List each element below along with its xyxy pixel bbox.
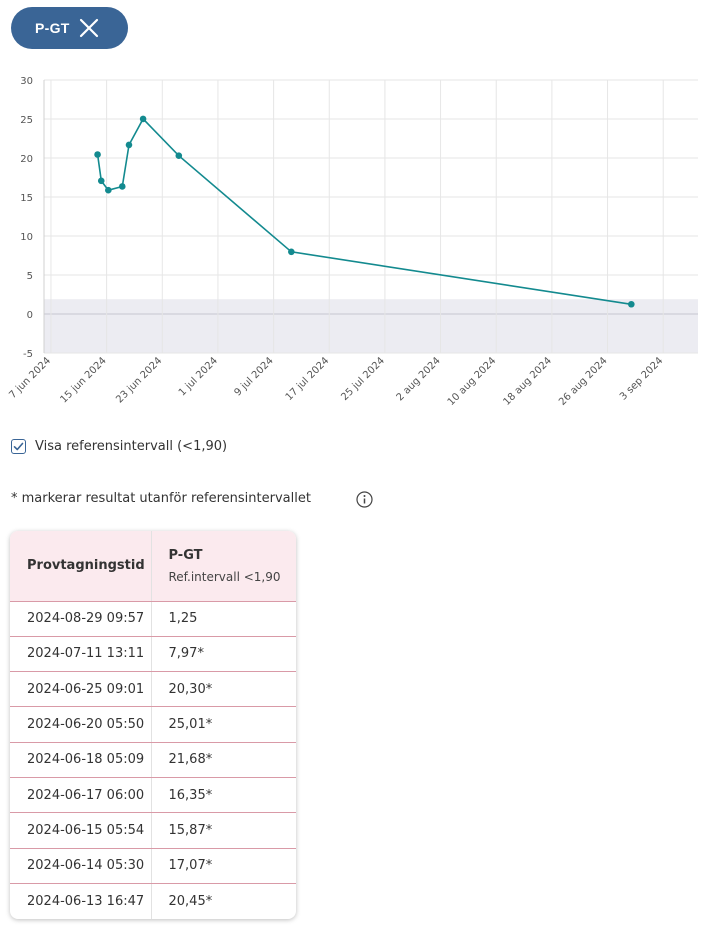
y-tick-label: 30 xyxy=(20,76,33,87)
data-point xyxy=(118,183,126,190)
table-row: 2024-07-11 13:11 7,97* xyxy=(10,636,296,673)
table-row: 2024-06-25 09:01 20,30* xyxy=(10,671,296,708)
x-tick-label: 2 aug 2024 xyxy=(395,355,443,403)
result-value-cell: 17,07* xyxy=(151,848,296,884)
results-table: Provtagningstid P-GT Ref.intervall <1,90… xyxy=(10,531,296,919)
sample-time-cell: 2024-06-25 09:01 xyxy=(10,671,152,708)
info-icon[interactable] xyxy=(356,491,373,508)
sample-time-cell: 2024-06-13 16:47 xyxy=(10,883,152,919)
y-tick-label: -5 xyxy=(23,349,33,360)
result-value-cell: 21,68* xyxy=(151,742,296,778)
result-value-cell: 15,87* xyxy=(151,812,296,849)
results-table-card: Provtagningstid P-GT Ref.intervall <1,90… xyxy=(10,531,296,919)
x-tick-label: 3 sep 2024 xyxy=(618,355,665,402)
out-of-range-note: * markerar resultat utanför referensinte… xyxy=(11,491,311,506)
checkmark-icon xyxy=(13,442,24,450)
x-tick-label: 9 jul 2024 xyxy=(233,355,276,398)
column-header-ref-interval: Ref.intervall <1,90 xyxy=(168,569,281,584)
data-point xyxy=(97,177,105,185)
reference-interval-label: Visa referensintervall (<1,90) xyxy=(35,438,228,454)
result-value-cell: 16,35* xyxy=(151,777,296,814)
x-tick-label: 1 jul 2024 xyxy=(177,355,220,398)
x-tick-label: 23 jun 2024 xyxy=(114,355,164,405)
p-gt-line-chart: 30 25 20 15 10 5 0 -57 jun 2024 15 jun 2024 23 ju… xyxy=(7,76,698,408)
sample-time-cell: 2024-06-17 06:00 xyxy=(10,777,152,814)
sample-time-cell: 2024-06-20 05:50 xyxy=(10,706,152,743)
x-tick-label: 15 jun 2024 xyxy=(59,355,109,405)
series-line xyxy=(96,117,632,306)
reference-interval-toggle[interactable]: Visa referensintervall (<1,90) xyxy=(11,436,227,456)
sample-time-cell: 2024-08-29 09:57 xyxy=(10,601,152,637)
data-point xyxy=(175,152,183,159)
table-row: 2024-08-29 09:57 1,25 xyxy=(10,601,296,637)
filter-chip-p-gt[interactable]: P-GT xyxy=(11,7,128,49)
sample-time-cell: 2024-06-18 05:09 xyxy=(10,742,152,778)
column-header-test: P-GT Ref.intervall <1,90 xyxy=(151,531,296,602)
reference-interval-checkbox[interactable] xyxy=(11,438,26,454)
x-tick-label: 17 jul 2024 xyxy=(284,355,332,403)
data-point xyxy=(105,186,112,194)
y-tick-label: 5 xyxy=(27,271,33,282)
y-tick-label: 0 xyxy=(27,310,33,321)
x-tick-label: 7 jun 2024 xyxy=(7,355,53,401)
result-value-cell: 25,01* xyxy=(151,706,296,743)
data-point xyxy=(125,141,133,149)
filter-chip-label: P-GT xyxy=(35,20,70,36)
x-tick-label: 10 aug 2024 xyxy=(446,355,499,408)
data-point xyxy=(94,151,101,158)
result-value-cell: 20,45* xyxy=(168,893,213,909)
table-row: 2024-06-15 05:54 15,87* xyxy=(10,812,296,849)
table-row: 2024-06-17 06:00 16,35* xyxy=(10,777,296,814)
x-tick-label: 18 aug 2024 xyxy=(501,355,554,408)
y-tick-label: 15 xyxy=(20,193,33,204)
result-value-cell: 1,25 xyxy=(151,601,296,637)
sample-time-cell: 2024-06-14 05:30 xyxy=(10,848,152,884)
y-tick-label: 20 xyxy=(20,154,33,165)
table-row: 2024-06-20 05:50 25,01* xyxy=(10,706,296,743)
table-row: 2024-06-18 05:09 21,68* xyxy=(10,742,296,778)
result-value-cell: 7,97* xyxy=(151,636,296,673)
table-header-row: Provtagningstid P-GT Ref.intervall <1,90 xyxy=(10,531,296,602)
column-header-test-name: P-GT xyxy=(168,547,203,563)
sample-time-cell: 2024-06-15 05:54 xyxy=(10,812,152,849)
data-point xyxy=(139,115,147,123)
x-tick-label: 25 jul 2024 xyxy=(339,355,387,403)
data-point xyxy=(628,300,635,308)
result-value-cell: 20,30* xyxy=(151,671,296,708)
close-icon[interactable] xyxy=(79,18,99,38)
reference-band xyxy=(44,299,698,353)
table-row: 2024-06-13 16:47 20,45* xyxy=(10,883,296,919)
x-tick-label: 26 aug 2024 xyxy=(557,355,610,408)
y-tick-label: 10 xyxy=(20,232,33,243)
sample-time-cell: 2024-07-11 13:11 xyxy=(10,636,152,673)
column-header-time: Provtagningstid xyxy=(10,531,152,602)
y-tick-label: 25 xyxy=(20,115,33,126)
table-row: 2024-06-14 05:30 17,07* xyxy=(10,848,296,884)
data-point xyxy=(288,248,295,256)
